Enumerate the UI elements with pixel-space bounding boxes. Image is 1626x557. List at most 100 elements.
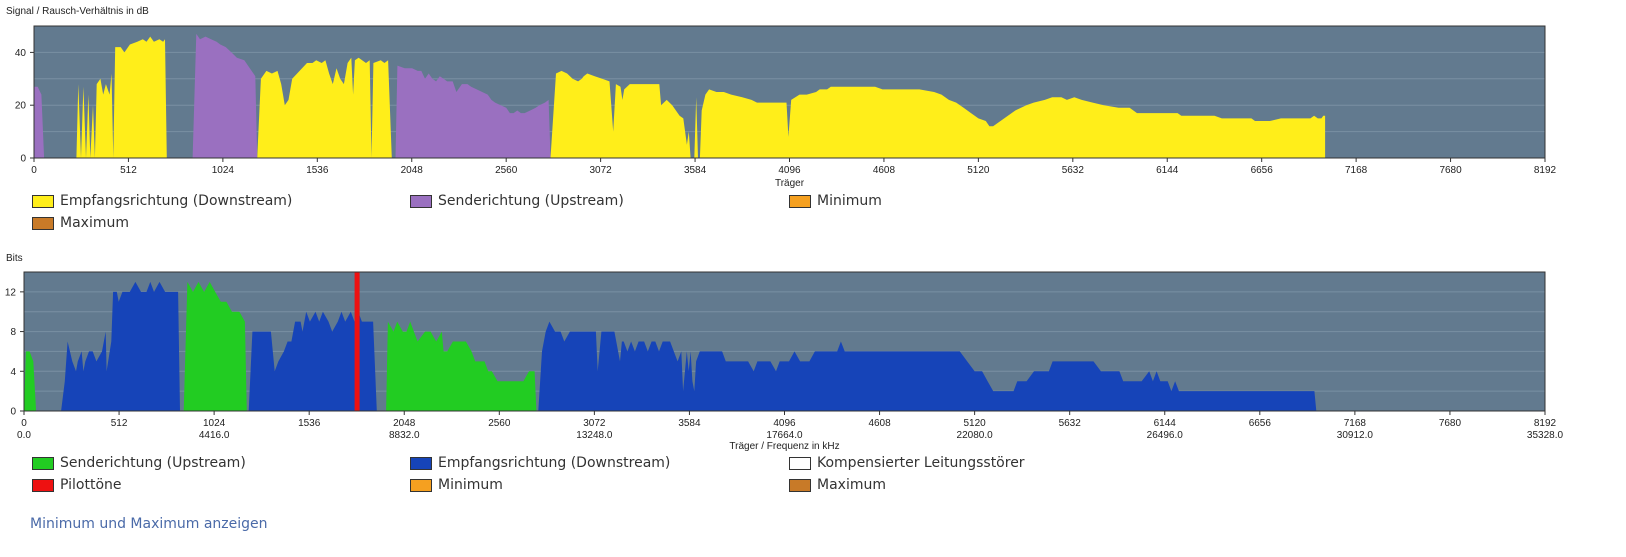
- series-area: [550, 70, 691, 158]
- x-tick-label: 1536: [298, 418, 321, 429]
- x-tick-label: 1536: [306, 165, 329, 176]
- x-tick-khz-label: 13248.0: [576, 430, 613, 441]
- x-tick-label: 4608: [868, 418, 891, 429]
- series-area: [61, 281, 180, 411]
- x-tick-label: 7680: [1439, 418, 1462, 429]
- y-tick-label: 0: [10, 407, 16, 418]
- x-tick-khz-label: 0.0: [17, 430, 31, 441]
- y-tick-label: 8: [10, 327, 16, 338]
- x-tick-khz-label: 26496.0: [1147, 430, 1184, 441]
- series-area: [257, 57, 392, 159]
- x-tick-label: 512: [111, 418, 128, 429]
- x-axis-title: Träger / Frequenz in kHz: [729, 441, 839, 452]
- x-tick-label: 6144: [1154, 418, 1177, 429]
- x-tick-label: 512: [120, 165, 137, 176]
- legend-swatch: [410, 478, 432, 492]
- x-tick-label: 0: [31, 165, 37, 176]
- legend-swatch: [789, 456, 811, 470]
- legend-item-maximum[interactable]: Maximum: [789, 477, 886, 493]
- series-area: [192, 33, 258, 158]
- x-tick-label: 2560: [488, 418, 511, 429]
- legend-item-upstream[interactable]: Senderichtung (Upstream): [32, 455, 246, 471]
- x-tick-label: 8192: [1534, 165, 1557, 176]
- series-area: [183, 281, 247, 411]
- bits-chart-title: Bits: [6, 253, 23, 264]
- pilot-tone-line: [354, 272, 360, 411]
- series-area: [395, 65, 551, 158]
- x-tick-label: 3584: [678, 418, 701, 429]
- series-area: [34, 86, 45, 158]
- legend-item-downstream[interactable]: Empfangsrichtung (Downstream): [32, 193, 292, 209]
- legend-label: Empfangsrichtung (Downstream): [60, 193, 293, 209]
- legend-swatch: [410, 456, 432, 470]
- x-tick-label: 0: [21, 418, 27, 429]
- series-area: [76, 36, 167, 158]
- x-tick-label: 7680: [1439, 165, 1462, 176]
- x-tick-label: 4096: [778, 165, 801, 176]
- x-tick-label: 6656: [1251, 165, 1274, 176]
- legend-label: Maximum: [60, 215, 129, 231]
- x-tick-label: 3584: [684, 165, 707, 176]
- legend-item-minimum[interactable]: Minimum: [789, 193, 882, 209]
- legend-item-minimum[interactable]: Minimum: [410, 477, 503, 493]
- series-area: [24, 351, 37, 411]
- y-tick-label: 20: [15, 101, 27, 112]
- x-tick-label: 2048: [393, 418, 416, 429]
- legend-label: Empfangsrichtung (Downstream): [438, 455, 671, 471]
- show-min-max-link[interactable]: Minimum und Maximum anzeigen: [30, 516, 268, 532]
- x-tick-label: 3072: [583, 418, 606, 429]
- legend-swatch: [789, 478, 811, 492]
- legend-swatch: [32, 216, 54, 230]
- legend-swatch: [32, 456, 54, 470]
- x-tick-khz-label: 30912.0: [1337, 430, 1374, 441]
- legend-item-compensated-noise[interactable]: Kompensierter Leitungsstörer: [789, 455, 1025, 471]
- x-tick-label: 6144: [1156, 165, 1179, 176]
- x-tick-khz-label: 8832.0: [389, 430, 420, 441]
- x-tick-label: 5120: [964, 418, 987, 429]
- legend-label: Senderichtung (Upstream): [60, 455, 246, 471]
- snr-chart-title: Signal / Rausch-Verhältnis in dB: [6, 6, 149, 17]
- legend-label: Senderichtung (Upstream): [438, 193, 624, 209]
- legend-label: Minimum: [817, 193, 882, 209]
- x-tick-label: 2560: [495, 165, 518, 176]
- legend-label: Kompensierter Leitungsstörer: [817, 455, 1025, 471]
- legend-swatch: [32, 194, 54, 208]
- snr-legend: Empfangsrichtung (Downstream) Sendericht…: [32, 193, 1232, 237]
- x-tick-label: 5120: [967, 165, 990, 176]
- x-tick-khz-label: 35328.0: [1527, 430, 1564, 441]
- x-tick-label: 2048: [401, 165, 424, 176]
- legend-swatch: [410, 194, 432, 208]
- x-tick-khz-label: 22080.0: [957, 430, 994, 441]
- x-tick-label: 1024: [212, 165, 235, 176]
- x-tick-label: 7168: [1345, 165, 1368, 176]
- x-tick-khz-label: 4416.0: [199, 430, 230, 441]
- series-area: [386, 321, 537, 411]
- x-tick-label: 8192: [1534, 418, 1557, 429]
- legend-label: Minimum: [438, 477, 503, 493]
- x-tick-label: 4096: [773, 418, 796, 429]
- series-area: [694, 86, 1326, 158]
- legend-label: Pilottöne: [60, 477, 122, 493]
- legend-item-downstream[interactable]: Empfangsrichtung (Downstream): [410, 455, 670, 471]
- legend-swatch: [789, 194, 811, 208]
- x-tick-label: 5632: [1059, 418, 1082, 429]
- x-tick-khz-label: 17664.0: [766, 430, 803, 441]
- bits-legend: Senderichtung (Upstream) Empfangsrichtun…: [32, 455, 1232, 499]
- legend-item-upstream[interactable]: Senderichtung (Upstream): [410, 193, 624, 209]
- y-tick-label: 0: [20, 154, 26, 165]
- x-tick-label: 7168: [1344, 418, 1367, 429]
- snr-chart: 0 20 40 0 512 1024 1536 2048 2560 3072 3584 4096 460…: [15, 25, 1557, 189]
- legend-item-pilot-tones[interactable]: Pilottöne: [32, 477, 122, 493]
- legend-swatch: [32, 478, 54, 492]
- series-area: [248, 311, 377, 411]
- legend-label: Maximum: [817, 477, 886, 493]
- y-tick-label: 40: [15, 48, 27, 59]
- legend-item-maximum[interactable]: Maximum: [32, 215, 129, 231]
- series-area: [538, 321, 1317, 411]
- y-tick-label: 4: [10, 367, 16, 378]
- x-tick-label: 4608: [873, 165, 896, 176]
- x-tick-label: 5632: [1062, 165, 1085, 176]
- x-axis-title: Träger: [775, 178, 805, 189]
- y-tick-label: 12: [5, 287, 17, 298]
